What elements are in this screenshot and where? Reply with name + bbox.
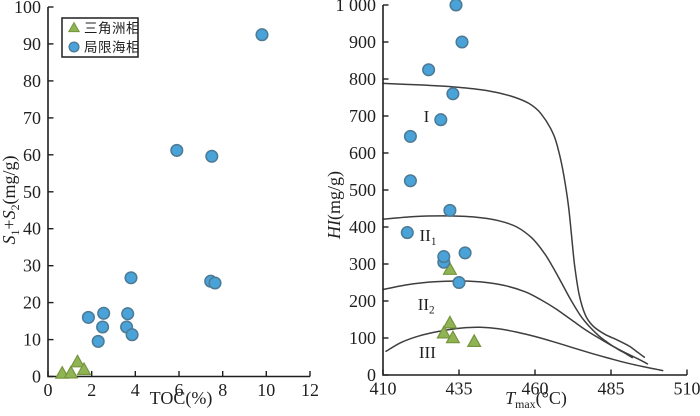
y-tick-label: 0	[32, 367, 41, 387]
chart-toc-vs-s1s2: 0 2 4 6 8 10 12 0 10 20 30 40 50 60 70 80 90 100 TOC(%) S1+…	[0, 0, 319, 409]
y-tick-label: 80	[23, 71, 41, 91]
marine-facies-point	[455, 35, 469, 49]
marine-facies-point	[400, 226, 414, 240]
x-tick-label: 485	[598, 379, 625, 399]
legend-circle-icon	[68, 41, 80, 53]
delta-facies-point	[76, 361, 92, 376]
delta-facies-point	[445, 329, 461, 344]
marine-facies-point	[443, 203, 457, 217]
marine-facies-point	[170, 143, 184, 157]
marine-facies-point	[446, 87, 460, 101]
marine-facies-point	[96, 320, 110, 334]
x-tick-label: 12	[301, 380, 319, 400]
y-axis-label: HI(mg/g)	[324, 171, 345, 240]
x-tick-label: 2	[87, 380, 96, 400]
axes-frame	[382, 5, 687, 376]
y-tick-label: 50	[23, 182, 41, 202]
y-tick-label: 100	[14, 0, 41, 17]
marine-facies-point	[449, 0, 463, 12]
delta-facies-point	[63, 365, 79, 379]
x-axis-label: Tmax(°C)	[505, 388, 567, 411]
x-tick-label: 4	[131, 380, 140, 400]
x-tick-label: 460	[522, 379, 549, 399]
marine-facies-point	[208, 276, 222, 290]
marine-facies-point	[97, 306, 111, 320]
marine-facies-point	[81, 310, 95, 324]
y-tick-label: 70	[23, 108, 41, 128]
y-tick-label: 600	[349, 143, 376, 163]
y-tick-label: 200	[349, 291, 376, 311]
marine-facies-point	[121, 307, 135, 321]
marine-facies-point	[458, 246, 472, 260]
zone-label-II2: II2	[418, 295, 435, 317]
delta-facies-point	[442, 261, 458, 275]
y-tick-label: 1 000	[336, 0, 377, 15]
marine-facies-point	[124, 271, 138, 285]
delta-facies-point	[436, 325, 452, 339]
kerogen-curve-I	[382, 82, 646, 358]
y-tick-label: 900	[349, 32, 376, 52]
y-tick-label: 100	[349, 328, 376, 348]
y-tick-label: 400	[349, 217, 376, 237]
marine-facies-point	[255, 28, 269, 42]
legend-item-label: 局限海相	[84, 40, 140, 55]
kerogen-curve-III	[385, 326, 664, 372]
y-tick-label: 20	[23, 293, 41, 313]
legend-triangle-icon	[67, 21, 81, 33]
zone-label-III: III	[419, 343, 436, 362]
marine-facies-point	[403, 129, 417, 143]
marine-facies-point	[437, 250, 451, 264]
marine-facies-point	[205, 149, 219, 163]
x-tick-label: 6	[175, 380, 184, 400]
x-tick-label: 8	[218, 380, 227, 400]
zone-label-II1: II1	[420, 226, 437, 248]
x-tick-label: 0	[44, 380, 53, 400]
marine-facies-point	[422, 63, 436, 77]
y-tick-label: 300	[349, 254, 376, 274]
y-tick-label: 60	[23, 145, 41, 165]
y-tick-label: 10	[23, 330, 41, 350]
series-delta-facies	[54, 354, 92, 379]
y-tick-label: 0	[367, 365, 376, 385]
y-tick-label: 40	[23, 219, 41, 239]
x-axis-label: TOC(%)	[150, 388, 213, 409]
marine-facies-point	[125, 328, 139, 342]
legend-item-label: 三角洲相	[84, 21, 140, 36]
delta-facies-point	[466, 333, 482, 347]
y-tick-label: 90	[23, 34, 41, 54]
marine-facies-point	[452, 275, 466, 290]
zone-label-I: I	[424, 107, 430, 126]
delta-facies-point	[442, 315, 458, 329]
series-delta-facies	[436, 261, 482, 347]
x-tick-label: 410	[370, 379, 397, 399]
y-tick-label: 700	[349, 106, 376, 126]
marine-facies-point	[434, 113, 448, 127]
marine-facies-point	[403, 174, 417, 188]
series-marine-facies	[400, 0, 472, 290]
delta-facies-point	[70, 354, 85, 368]
x-tick-label: 10	[257, 380, 275, 400]
kerogen-curve-II2	[382, 280, 649, 365]
y-tick-label: 500	[349, 180, 376, 200]
series-marine-facies	[81, 28, 269, 348]
y-tick-label: 30	[23, 256, 41, 276]
chart-tmax-vs-hi: I II1 II2 III 410 435 460 485 510 0 100 200 300 400 50…	[324, 0, 700, 411]
x-tick-label: 435	[446, 379, 473, 399]
y-tick-label: 800	[349, 69, 376, 89]
y-axis-label: S1+S2(mg/g)	[0, 155, 22, 244]
x-tick-label: 510	[674, 379, 700, 399]
marine-facies-point	[91, 334, 105, 348]
